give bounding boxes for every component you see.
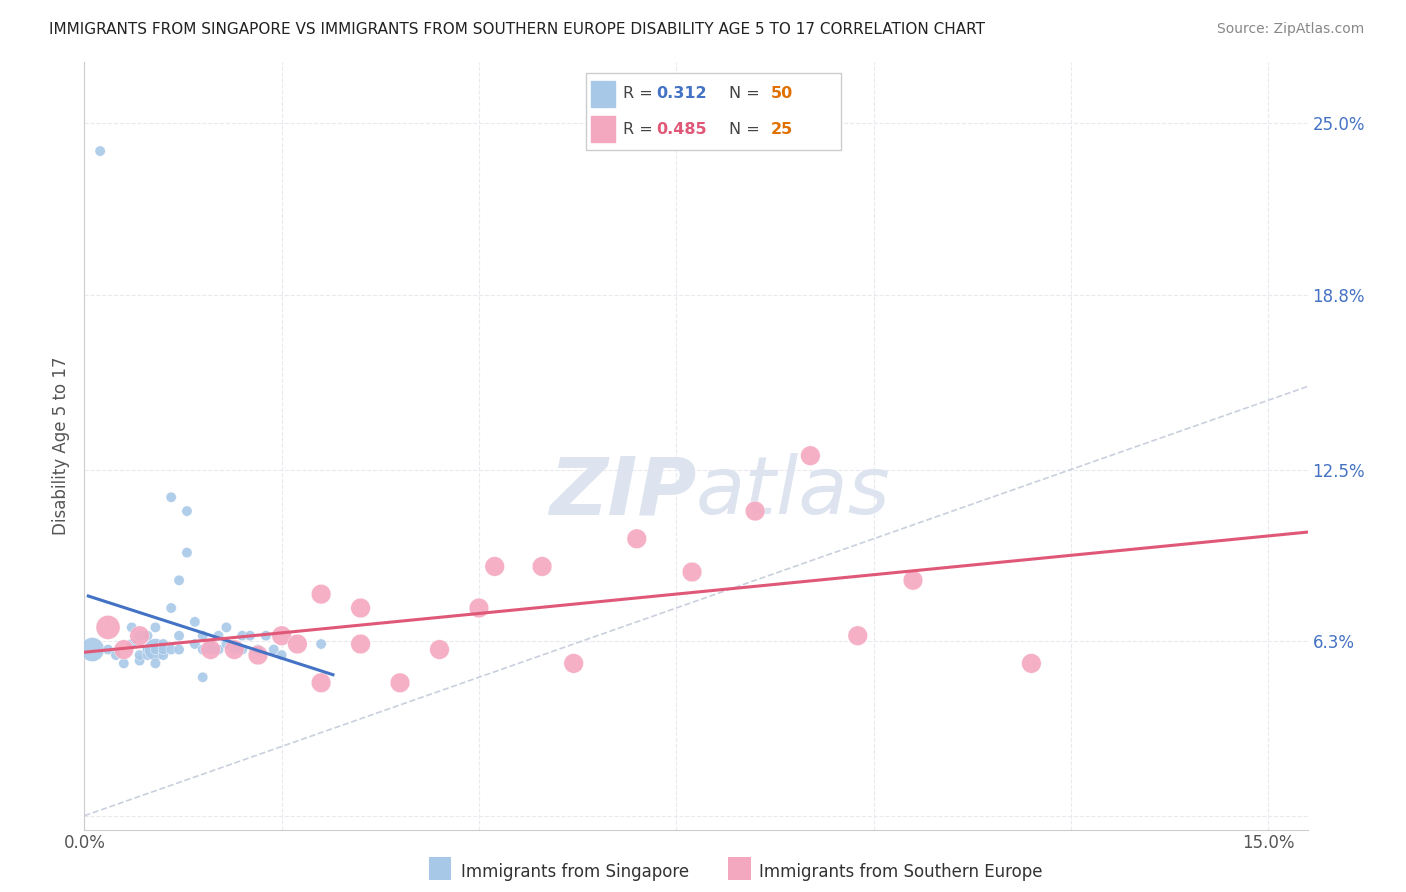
Point	[176, 546, 198, 560]
Point	[97, 620, 120, 634]
Point	[89, 144, 111, 158]
Point	[145, 642, 167, 657]
Point	[309, 587, 332, 601]
Point	[136, 642, 159, 657]
Bar	[592, 81, 614, 107]
Text: N =: N =	[730, 87, 765, 102]
Point	[349, 601, 371, 615]
Point	[112, 642, 135, 657]
Point	[152, 642, 174, 657]
Point	[231, 629, 253, 643]
Text: IMMIGRANTS FROM SINGAPORE VS IMMIGRANTS FROM SOUTHERN EUROPE DISABILITY AGE 5 TO: IMMIGRANTS FROM SINGAPORE VS IMMIGRANTS …	[49, 22, 986, 37]
Point	[145, 657, 167, 671]
Y-axis label: Disability Age 5 to 17: Disability Age 5 to 17	[52, 357, 70, 535]
Point	[145, 620, 167, 634]
Point	[152, 648, 174, 662]
Text: Immigrants from Southern Europe: Immigrants from Southern Europe	[759, 863, 1043, 881]
Point	[531, 559, 554, 574]
Point	[484, 559, 506, 574]
Point	[309, 637, 332, 651]
Point	[215, 620, 238, 634]
Point	[207, 642, 229, 657]
Point	[468, 601, 491, 615]
Point	[270, 629, 292, 643]
Point	[104, 648, 127, 662]
Point	[152, 642, 174, 657]
Point	[82, 642, 104, 657]
Point	[191, 642, 214, 657]
Point	[562, 657, 585, 671]
Point	[270, 648, 292, 662]
Text: 50: 50	[770, 87, 793, 102]
Point	[626, 532, 648, 546]
Point	[309, 675, 332, 690]
Point	[246, 642, 269, 657]
Point	[184, 637, 207, 651]
Point	[349, 637, 371, 651]
Point	[239, 629, 262, 643]
Point	[901, 574, 924, 588]
Point	[200, 637, 222, 651]
Point	[744, 504, 766, 518]
Point	[112, 657, 135, 671]
Point	[160, 642, 183, 657]
Point	[145, 642, 167, 657]
Point	[429, 642, 451, 657]
Point	[191, 670, 214, 684]
Point	[128, 654, 150, 668]
Text: 0.312: 0.312	[657, 87, 707, 102]
Text: R =: R =	[623, 87, 658, 102]
FancyBboxPatch shape	[586, 73, 841, 150]
Point	[152, 637, 174, 651]
Point	[207, 629, 229, 643]
Text: Source: ZipAtlas.com: Source: ZipAtlas.com	[1216, 22, 1364, 37]
Point	[136, 629, 159, 643]
Point	[121, 637, 143, 651]
Text: 25: 25	[770, 121, 793, 136]
Point	[681, 565, 703, 579]
Text: R =: R =	[623, 121, 658, 136]
Point	[167, 629, 190, 643]
Point	[128, 629, 150, 643]
Point	[121, 620, 143, 634]
Point	[176, 504, 198, 518]
Point	[128, 629, 150, 643]
Point	[389, 675, 412, 690]
Point	[160, 601, 183, 615]
Point	[846, 629, 869, 643]
Point	[167, 574, 190, 588]
Point	[231, 642, 253, 657]
Point	[191, 629, 214, 643]
Point	[246, 648, 269, 662]
Point	[224, 642, 246, 657]
Point	[200, 642, 222, 657]
Point	[128, 648, 150, 662]
Point	[215, 637, 238, 651]
Point	[136, 642, 159, 657]
Point	[97, 642, 120, 657]
Point	[160, 490, 183, 504]
Point	[263, 642, 285, 657]
Point	[287, 637, 309, 651]
Text: atlas: atlas	[696, 453, 891, 531]
Point	[254, 629, 277, 643]
Text: 0.485: 0.485	[657, 121, 707, 136]
Point	[1021, 657, 1043, 671]
Point	[136, 648, 159, 662]
Text: ZIP: ZIP	[548, 453, 696, 531]
Text: Immigrants from Singapore: Immigrants from Singapore	[461, 863, 689, 881]
Bar	[592, 116, 614, 142]
Point	[184, 615, 207, 629]
Point	[167, 642, 190, 657]
Point	[200, 642, 222, 657]
Point	[224, 642, 246, 657]
Point	[799, 449, 821, 463]
Text: N =: N =	[730, 121, 765, 136]
